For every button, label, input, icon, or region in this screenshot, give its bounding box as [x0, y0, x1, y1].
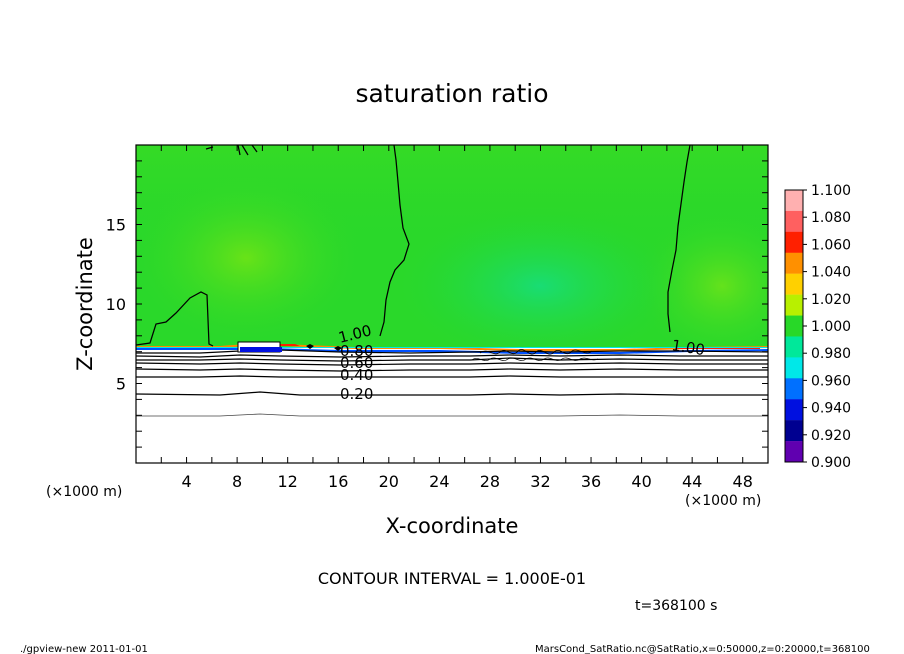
colorbar-label: 1.060 [811, 237, 851, 253]
contour-1-00-right-boundary [667, 145, 691, 333]
contour-1-00-middle-boundary [379, 145, 410, 337]
contour-near-surface-4 [136, 362, 768, 366]
contour-near-surface-6 [136, 375, 768, 378]
footer-left: ./gpview-new 2011-01-01 [20, 644, 148, 654]
contour-label-0-20: 0.20 [340, 385, 373, 403]
colorbar-label: 0.960 [811, 373, 851, 389]
contour-label-0-40: 0.40 [340, 366, 373, 384]
colorbar-label: 0.940 [811, 401, 851, 417]
colorbar-swatch [785, 378, 803, 400]
surface-color-band-blue [136, 348, 768, 354]
colorbar-swatch [785, 336, 803, 358]
x-unit-left: (×1000 m) [46, 484, 122, 500]
y-axis-label: Z-coordinate [73, 237, 97, 371]
colorbar-label: 0.900 [811, 455, 851, 471]
x-tick-label: 20 [379, 472, 399, 491]
surface-feature-blue [240, 347, 282, 352]
contour-near-surface-5 [136, 368, 768, 372]
colorbar-label: 0.980 [811, 346, 851, 362]
chart-title: saturation ratio [355, 79, 548, 108]
surface-color-band-cyan [136, 347, 768, 348]
contour-label-0-80: 0.80 [340, 342, 373, 360]
contour-1-00-left-boundary [136, 291, 214, 347]
contour-1-00-top-left-fragment [205, 145, 258, 156]
y-tick-label: 5 [116, 375, 126, 394]
x-tick-label: 28 [480, 472, 500, 491]
contour-near-surface-1 [136, 349, 768, 354]
lower-white-field [136, 348, 768, 463]
x-tick-label: 32 [530, 472, 550, 491]
contour-near-surface-3 [136, 357, 768, 362]
x-tick-label: 12 [278, 472, 298, 491]
x-tick-label: 8 [232, 472, 242, 491]
x-tick-label: 48 [733, 472, 753, 491]
colorbar-swatch [785, 252, 803, 274]
x-unit-right: (×1000 m) [685, 493, 761, 509]
time-text: t=368100 s [635, 598, 717, 614]
x-tick-label: 44 [682, 472, 702, 491]
y-tick-label: 10 [106, 295, 126, 314]
plot-area [136, 145, 768, 463]
contour-near-surface-2 [136, 354, 768, 358]
contour-interval-text: CONTOUR INTERVAL = 1.000E-01 [318, 569, 586, 588]
x-axis: 4 8 12 16 20 24 28 32 36 40 44 48 [160, 145, 769, 491]
colorbar-label: 1.040 [811, 265, 851, 281]
contour-0-20 [136, 391, 768, 396]
colorbar-label: 1.020 [811, 292, 851, 308]
x-tick-label: 40 [631, 472, 651, 491]
colorbar-label: 0.920 [811, 428, 851, 444]
surface-feature-marker [306, 344, 342, 351]
y-axis: 5 10 15 [106, 160, 768, 448]
x-tick-label: 4 [181, 472, 191, 491]
colorbar: 1.100 1.080 1.060 1.040 1.020 1.000 0.980 0.960… [784, 183, 851, 471]
contour-label-1-00-right: 1.00 [670, 336, 706, 359]
x-axis-label: X-coordinate [386, 514, 519, 538]
colorbar-swatch [785, 190, 803, 212]
colorbar-swatch [785, 315, 803, 337]
contour-wiggles [479, 349, 593, 355]
colorbar-swatch [785, 441, 803, 463]
central-low-shading [390, 204, 690, 368]
left-warm-shading [136, 170, 366, 346]
contour-low-white [136, 413, 768, 417]
y-tick-label: 15 [106, 216, 126, 235]
x-tick-label: 16 [328, 472, 348, 491]
colorbar-label: 1.000 [811, 319, 851, 335]
contour-wiggles-lower [471, 357, 599, 361]
colorbar-label: 1.080 [811, 210, 851, 226]
surface-color-band-red [238, 344, 760, 349]
colorbar-swatch [785, 273, 803, 295]
x-tick-label: 24 [429, 472, 449, 491]
colorbar-swatch [785, 231, 803, 253]
contour-label-0-60: 0.60 [340, 354, 373, 372]
colorbar-swatch [785, 210, 803, 233]
colorbar-swatch [785, 294, 803, 316]
colorbar-swatch [785, 399, 803, 421]
colorbar-swatch [785, 357, 803, 379]
x-tick-label: 36 [581, 472, 601, 491]
footer-right: MarsCond_SatRatio.nc@SatRatio,x=0:50000,… [535, 644, 870, 654]
colorbar-label: 1.100 [811, 183, 851, 199]
colorbar-swatch [785, 420, 803, 442]
